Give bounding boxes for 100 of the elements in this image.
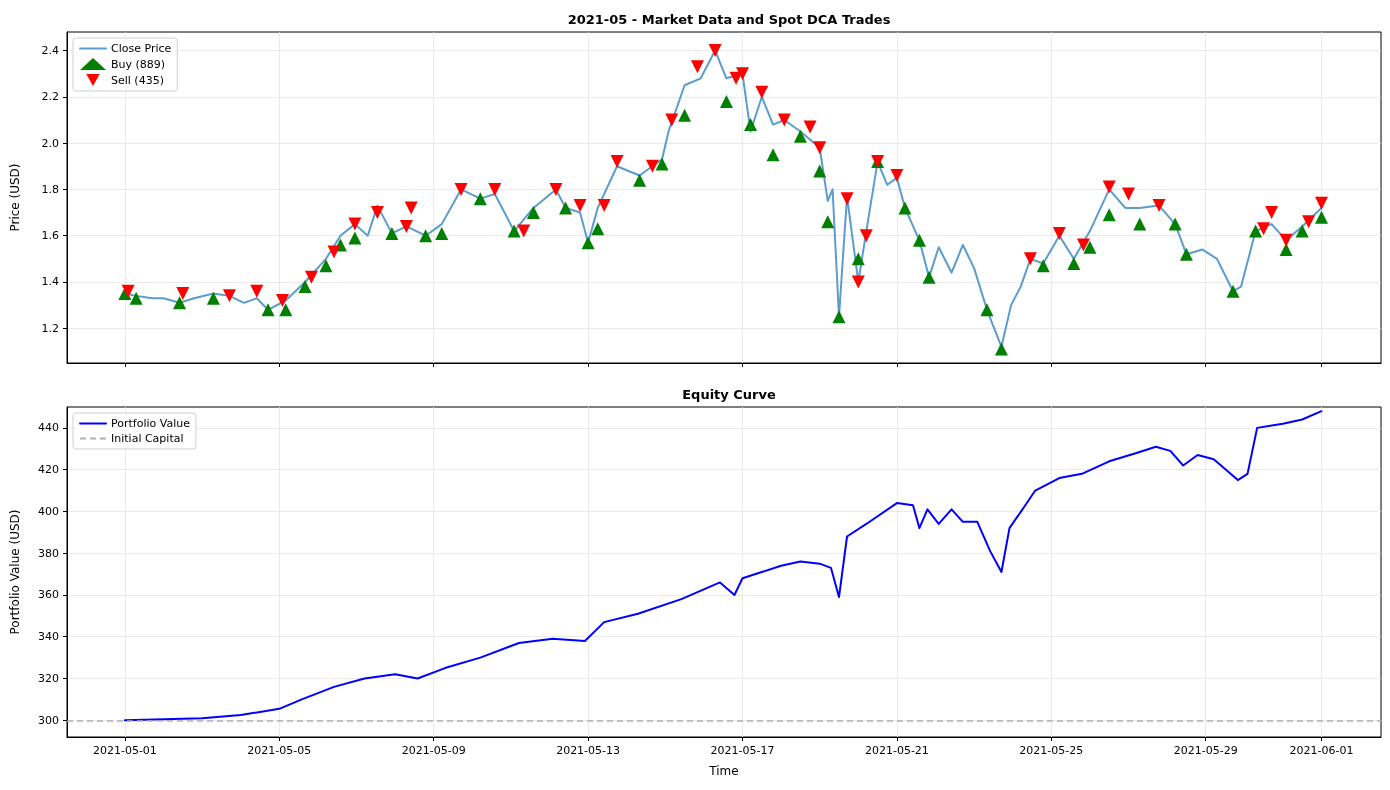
legend-label: Close Price: [111, 42, 172, 55]
point: [1226, 284, 1240, 298]
point: [1067, 256, 1081, 270]
x-tick-label: 2021-05-09: [401, 744, 466, 757]
point: [678, 108, 692, 122]
point: [1179, 247, 1193, 261]
y-axis-title: Portfolio Value (USD): [8, 509, 22, 635]
point: [222, 289, 236, 303]
point: [276, 294, 290, 307]
point: [1314, 196, 1328, 210]
point: [399, 219, 413, 233]
x-tick-label: 2021-05-01: [92, 744, 157, 757]
point: [851, 275, 865, 289]
point: [1257, 222, 1271, 236]
y-tick-label: 340: [38, 630, 59, 644]
y-tick-label: 2.4: [41, 44, 59, 58]
point: [488, 182, 502, 196]
y-tick-label: 2.0: [41, 136, 59, 150]
point: [633, 173, 647, 187]
legend-label: Sell (435): [111, 73, 164, 87]
y-tick-label: 1.6: [41, 229, 59, 243]
point: [1302, 215, 1316, 229]
point: [1133, 217, 1147, 231]
point: [1052, 226, 1066, 240]
point: [1152, 199, 1166, 213]
y-tick-label: 2.2: [41, 90, 59, 104]
point: [129, 291, 143, 305]
point: [1249, 224, 1263, 238]
y-tick-label: 420: [38, 463, 59, 477]
point: [832, 310, 846, 324]
point: [1265, 206, 1279, 220]
x-tick-label: 2021-05-29: [1173, 744, 1238, 757]
y-tick-label: 1.8: [41, 182, 59, 196]
chart-title: 2021-05 - Market Data and Spot DCA Trades: [567, 12, 891, 27]
point: [385, 226, 399, 240]
point: [348, 217, 362, 231]
point: [708, 44, 722, 58]
point: [1102, 208, 1116, 222]
point: [793, 129, 807, 143]
point: [581, 236, 595, 250]
y-tick-label: 380: [38, 546, 59, 560]
point: [304, 270, 318, 284]
point: [744, 118, 758, 132]
point: [1121, 187, 1135, 201]
point: [690, 60, 704, 74]
point: [1168, 217, 1182, 231]
point: [755, 85, 769, 99]
point: [279, 303, 293, 317]
point: [261, 303, 275, 317]
point: [1102, 180, 1116, 194]
point: [655, 157, 669, 171]
point: [922, 270, 936, 284]
point: [370, 206, 384, 220]
x-axis-title: Time: [708, 764, 739, 778]
x-tick-label: 2021-05-21: [864, 744, 929, 757]
point: [736, 67, 749, 81]
point: [1279, 233, 1293, 247]
x-tick-label: 2021-05-25: [1019, 744, 1084, 757]
x-tick-label: 2021-05-13: [556, 744, 621, 757]
y-tick-label: 1.4: [41, 275, 59, 289]
point: [348, 231, 362, 245]
point: [1279, 243, 1293, 257]
point: [821, 215, 835, 229]
point: [549, 182, 563, 196]
point: [898, 201, 912, 215]
point: [319, 259, 333, 273]
point: [507, 224, 521, 238]
point: [173, 296, 187, 310]
y-tick-label: 300: [38, 713, 59, 727]
point: [859, 229, 873, 243]
point: [591, 222, 605, 236]
point: [840, 192, 854, 206]
point: [912, 233, 926, 247]
point: [404, 201, 418, 215]
point: [610, 155, 624, 169]
point: [526, 206, 540, 220]
y-axis-title: Price (USD): [8, 163, 22, 232]
point: [419, 229, 433, 243]
point: [890, 169, 904, 183]
point: [851, 252, 865, 266]
point: [454, 182, 468, 196]
point: [719, 94, 733, 108]
y-tick-label: 400: [38, 504, 59, 518]
point: [1023, 252, 1037, 266]
point: [994, 342, 1008, 356]
point: [573, 199, 587, 213]
point: [813, 141, 827, 155]
point: [1295, 224, 1309, 238]
legend-label: Buy (889): [111, 57, 166, 71]
point: [473, 192, 487, 206]
point: [777, 113, 791, 127]
x-tick-label: 2021-06-01: [1289, 744, 1354, 757]
point: [176, 287, 190, 301]
point: [1076, 238, 1090, 252]
y-tick-label: 360: [38, 588, 59, 602]
point: [980, 303, 994, 317]
point: [1314, 210, 1328, 224]
point: [597, 199, 611, 213]
point: [766, 148, 780, 162]
legend-label: Initial Capital: [111, 432, 184, 445]
